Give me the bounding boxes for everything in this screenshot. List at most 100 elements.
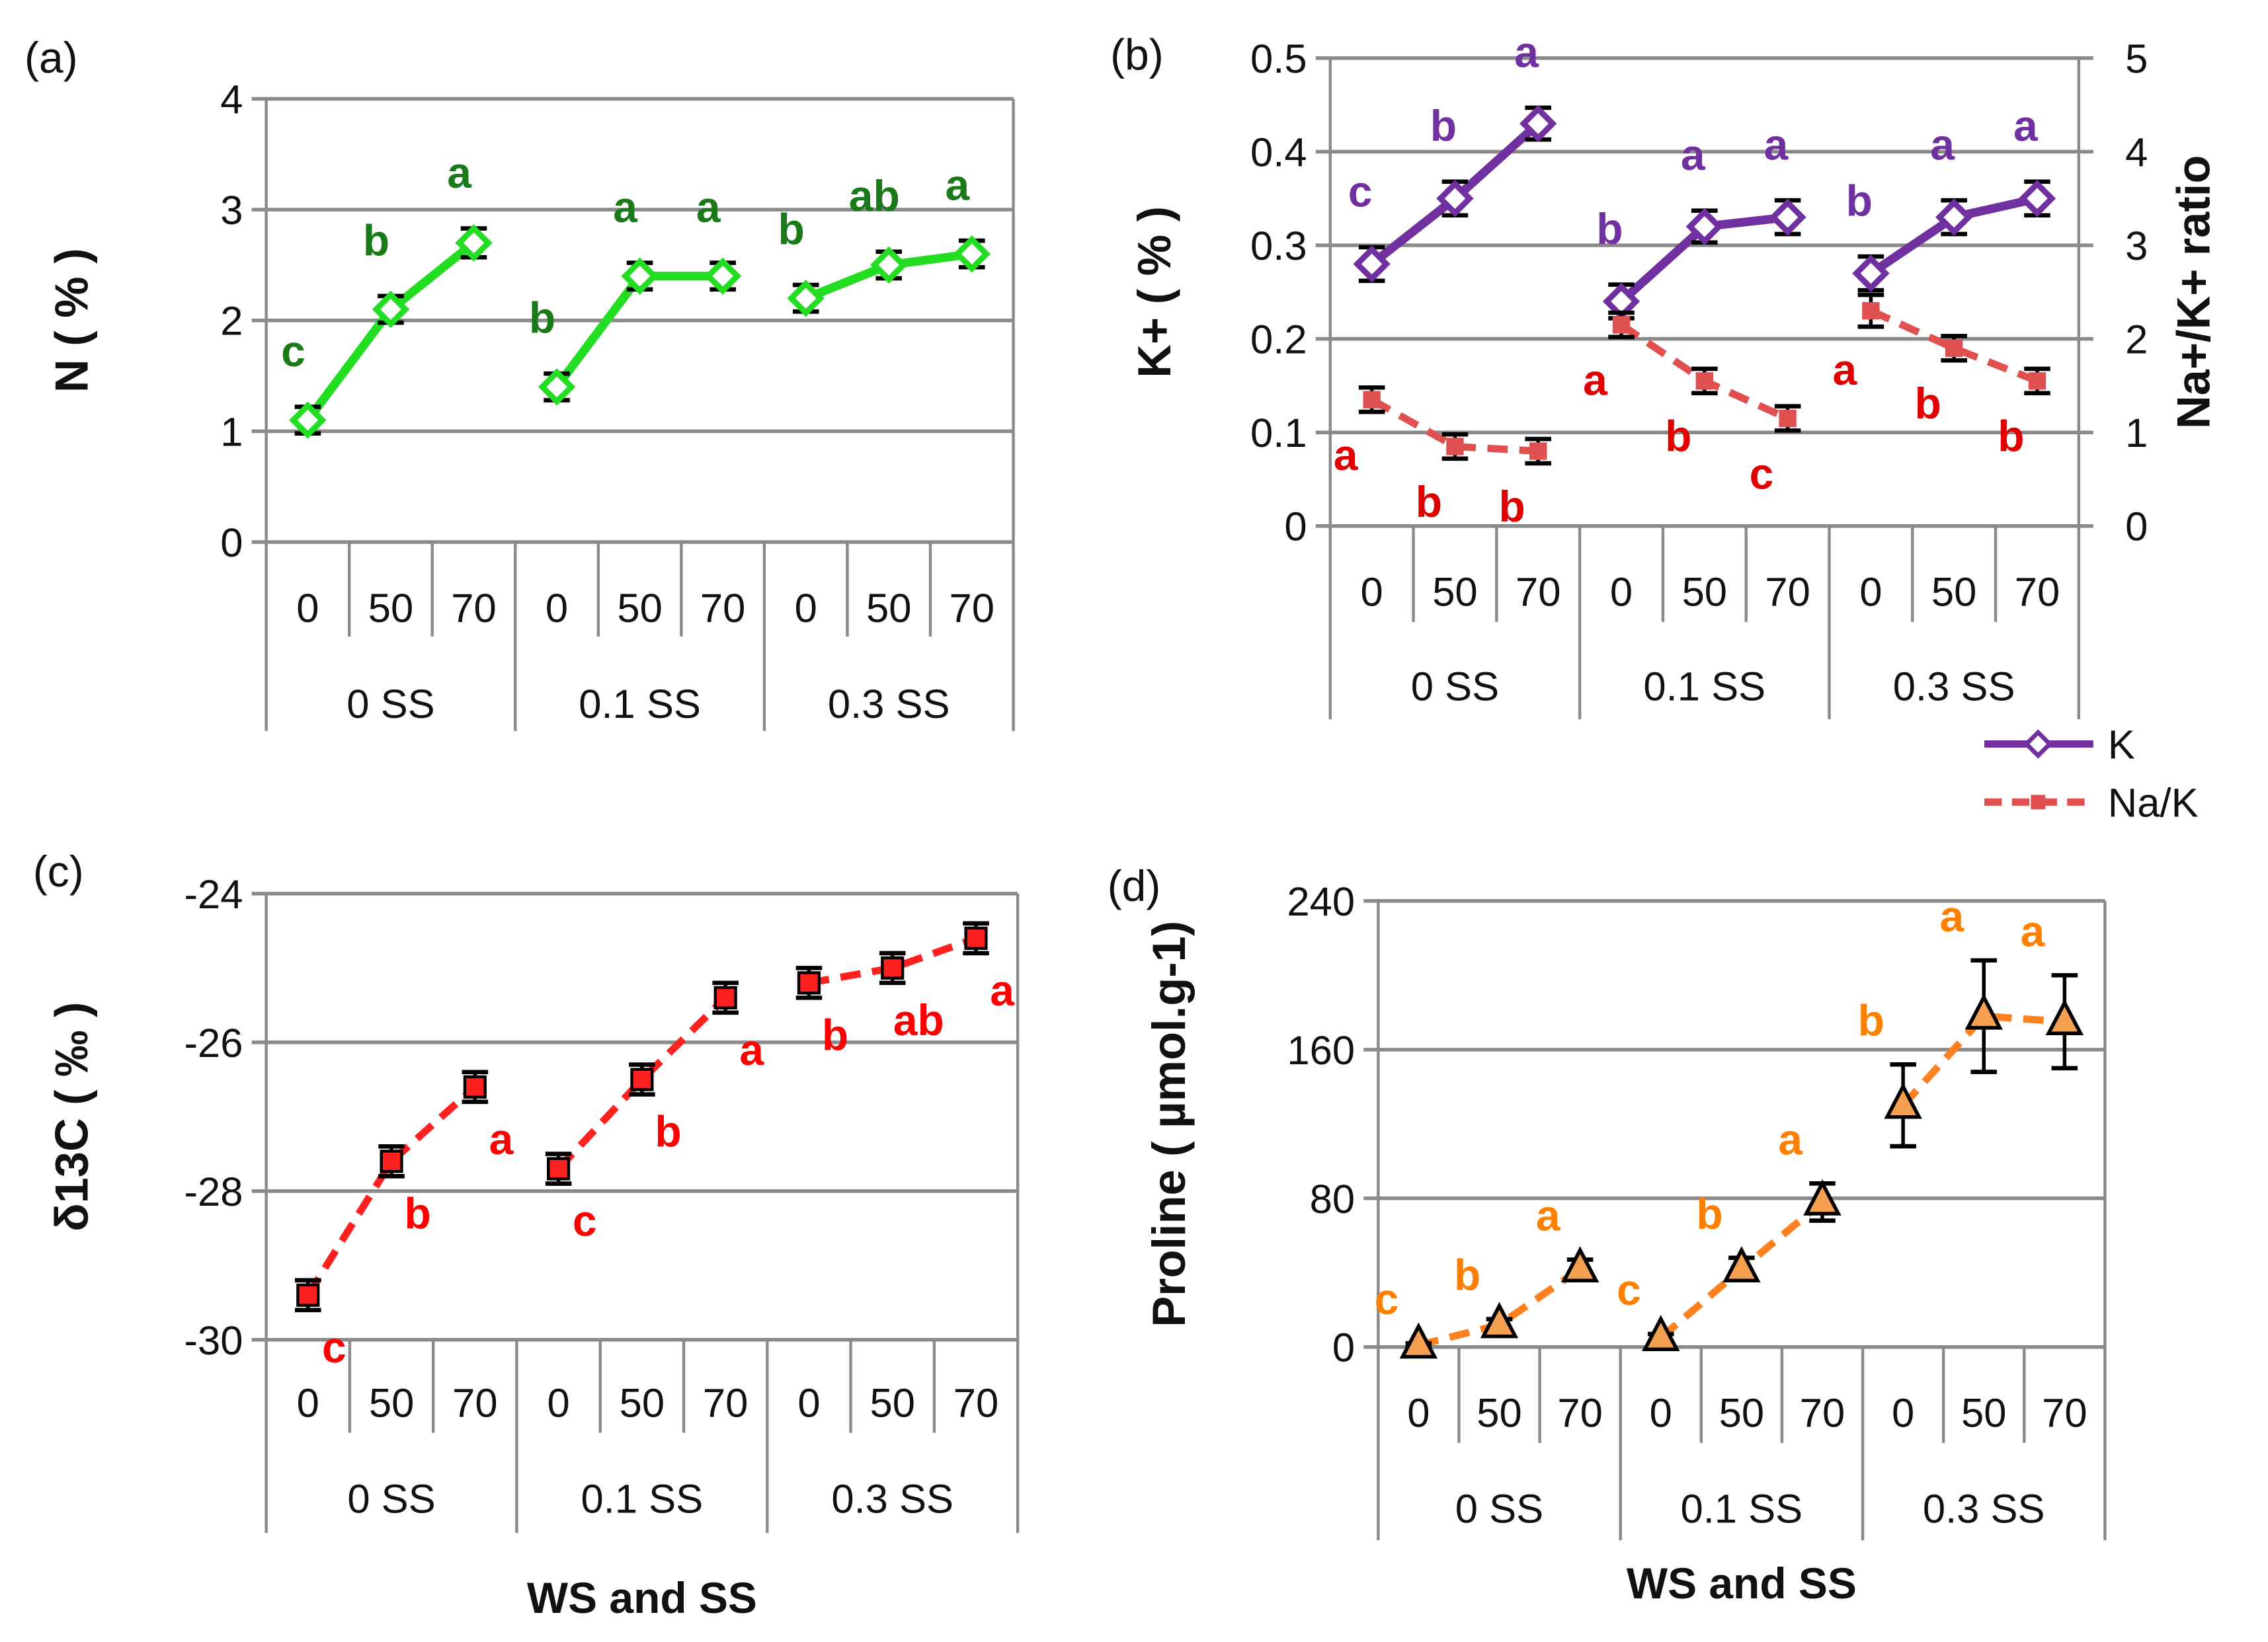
data-point-diamond [289, 401, 327, 439]
x-tick-label: 50 [1931, 570, 1976, 615]
group-label: 0 SS [1455, 1487, 1543, 1532]
x-tick-label: 70 [703, 1380, 748, 1426]
data-point-diamond [1852, 254, 1890, 292]
y-tick-label: -28 [184, 1169, 243, 1215]
x-tick-label: 50 [870, 1380, 914, 1426]
significance-letter: a [1334, 430, 1359, 479]
series-line [555, 995, 729, 1171]
x-tick-label: 70 [1765, 570, 1810, 615]
significance-letter: c [573, 1196, 597, 1245]
y-tick-label: 80 [1310, 1177, 1355, 1222]
x-tick-label: 70 [950, 586, 994, 631]
significance-letter: a [1764, 120, 1789, 169]
y-tick-label: 0 [1332, 1325, 1355, 1371]
data-point-diamond [1519, 104, 1557, 143]
data-point-square [463, 1075, 487, 1099]
x-tick-label: 50 [369, 1380, 414, 1426]
significance-letter: c [1375, 1274, 1399, 1323]
data-point-triangle [2045, 999, 2084, 1036]
data-point-square [797, 971, 821, 995]
data-point-square [1612, 316, 1631, 334]
legend-label: K [2108, 722, 2135, 767]
group-label: 0.1 SS [581, 1476, 704, 1522]
y2-tick-label: 3 [2125, 223, 2148, 269]
x-tick-label: 70 [452, 1380, 497, 1426]
y-axis-label: Proline ( µmol.g-1) [1143, 921, 1195, 1327]
y2-tick-label: 2 [2125, 317, 2148, 363]
x-tick-label: 0 [1892, 1391, 1914, 1436]
data-point-triangle [1560, 1246, 1600, 1282]
panel-label: (d) [1108, 861, 1161, 910]
data-point-square [881, 956, 905, 980]
data-point-triangle [1399, 1322, 1438, 1359]
y2-axis-label: Na+/K+ ratio [2167, 155, 2220, 429]
y2-tick-label: 0 [2125, 504, 2148, 550]
data-point-diamond [621, 257, 659, 295]
data-point-square [630, 1068, 654, 1091]
x-tick-label: 50 [1477, 1391, 1521, 1436]
x-tick-label: 50 [617, 586, 662, 631]
y2-tick-label: 4 [2125, 130, 2148, 175]
x-tick-label: 0 [1361, 570, 1383, 615]
data-point-square [1779, 409, 1797, 428]
x-axis-label: WS and SS [1627, 1559, 1857, 1608]
group-label: 0 SS [346, 682, 434, 727]
data-point-diamond [1935, 198, 1973, 236]
group-label: 0.3 SS [831, 1476, 953, 1522]
y-tick-label: 0 [220, 520, 243, 566]
significance-letter: b [529, 293, 555, 342]
x-axis-label: WS and SS [527, 1573, 757, 1622]
panel-label: (a) [24, 33, 78, 82]
significance-letter: a [2013, 101, 2039, 150]
significance-letter: ab [849, 171, 900, 220]
significance-letter: b [822, 1011, 848, 1060]
x-tick-label: 70 [2042, 1391, 2087, 1436]
data-point-square [1363, 391, 1381, 409]
significance-letter: a [447, 148, 472, 197]
y-tick-label: -24 [184, 872, 243, 918]
significance-letter: c [1617, 1265, 1641, 1314]
significance-letter: b [1499, 482, 1525, 531]
significance-letter: a [1930, 120, 1955, 169]
data-point-square [964, 926, 988, 950]
x-tick-label: 0 [1407, 1391, 1430, 1436]
y-axis-label: K+ ( % ) [1128, 206, 1180, 378]
significance-letter: c [281, 327, 305, 375]
significance-letter: b [778, 205, 805, 254]
significance-letter: b [363, 215, 389, 264]
data-point-square [1945, 339, 1963, 357]
x-tick-label: 0 [1610, 570, 1633, 615]
significance-letter: a [1514, 27, 1539, 76]
y2-tick-label: 5 [2125, 36, 2148, 82]
significance-letter: a [990, 966, 1015, 1015]
y-tick-label: 2 [220, 299, 243, 344]
significance-letter: b [1416, 477, 1442, 526]
group-label: 0.3 SS [1893, 664, 2015, 710]
x-tick-label: 0 [297, 1380, 319, 1426]
data-point-diamond [953, 235, 991, 273]
significance-letter: b [1596, 204, 1623, 253]
significance-letter: a [1681, 130, 1706, 179]
x-tick-label: 70 [2015, 570, 2060, 615]
data-point-square [1446, 438, 1464, 455]
significance-letter: a [696, 182, 721, 231]
y-tick-label: 3 [220, 188, 243, 233]
group-label: 0.1 SS [1643, 664, 1765, 710]
significance-letter: a [1536, 1191, 1561, 1240]
x-tick-label: 50 [1682, 570, 1727, 615]
panel-label: (c) [33, 847, 84, 896]
data-point-square [547, 1157, 571, 1181]
y2-tick-label: 1 [2125, 411, 2148, 456]
data-point-square [1529, 442, 1547, 460]
significance-letter: a [739, 1025, 764, 1074]
x-tick-label: 70 [700, 586, 745, 631]
significance-letter: c [1750, 449, 1774, 498]
y-axis-label: N ( % ) [45, 248, 97, 393]
significance-letter: b [655, 1107, 681, 1156]
significance-letter: a [1832, 345, 1857, 394]
significance-letter: a [1940, 892, 1965, 941]
group-label: 0.3 SS [828, 682, 950, 727]
significance-letter: b [1998, 412, 2024, 461]
group-label: 0 SS [347, 1476, 435, 1522]
